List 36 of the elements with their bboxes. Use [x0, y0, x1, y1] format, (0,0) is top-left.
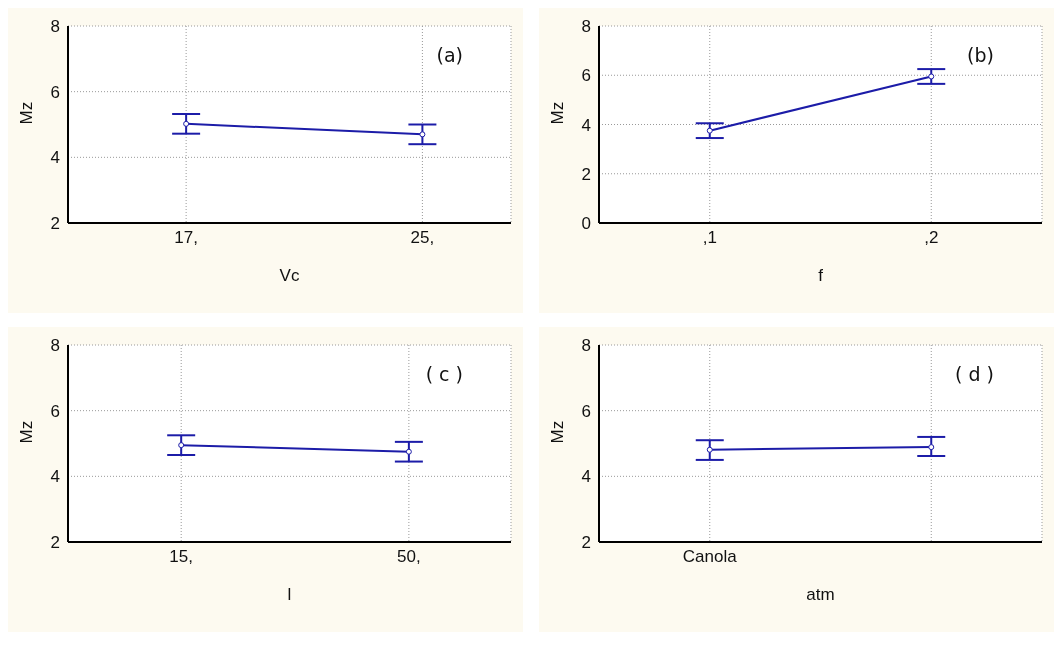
annotation: ( d )	[955, 363, 994, 385]
x-axis-title: l	[287, 585, 292, 604]
x-axis-title: Vc	[279, 266, 300, 285]
y-tick-label: 4	[50, 467, 60, 487]
y-axis-title: Mz	[17, 420, 37, 444]
y-axis-title: Mz	[548, 101, 568, 125]
y-tick-label: 6	[50, 82, 60, 102]
y-tick-label: 4	[581, 467, 591, 487]
y-tick-label: 8	[50, 336, 60, 356]
y-tick-label: 8	[581, 17, 591, 37]
annotation: ( c )	[425, 363, 463, 385]
x-tick-label: 25,	[410, 228, 435, 248]
y-tick-label: 6	[50, 401, 60, 421]
y-axis-title: Mz	[17, 101, 37, 125]
x-axis-title: atm	[806, 585, 835, 604]
x-tick-label: 50,	[397, 547, 421, 567]
x-tick-label: ,1	[702, 228, 717, 248]
y-tick-label: 4	[50, 148, 60, 168]
y-tick-label: 6	[581, 66, 591, 86]
y-tick-label: 0	[581, 214, 591, 234]
x-tick-label: 15,	[169, 547, 194, 567]
y-tick-label: 6	[581, 401, 591, 421]
y-tick-label: 2	[581, 164, 591, 184]
x-tick-label: 17,	[174, 228, 198, 248]
y-tick-label: 2	[581, 533, 591, 553]
y-tick-label: 4	[581, 115, 591, 135]
x-tick-label: ,2	[924, 228, 939, 248]
annotation: (b)	[967, 44, 994, 66]
annotation: (a)	[436, 44, 463, 66]
y-axis-title: Mz	[548, 420, 568, 444]
y-tick-label: 8	[50, 17, 60, 37]
y-tick-label: 8	[581, 336, 591, 356]
x-axis-title: f	[818, 266, 824, 285]
y-tick-label: 2	[50, 214, 60, 234]
y-tick-label: 2	[50, 533, 60, 553]
x-tick-label: Canola	[682, 547, 738, 567]
